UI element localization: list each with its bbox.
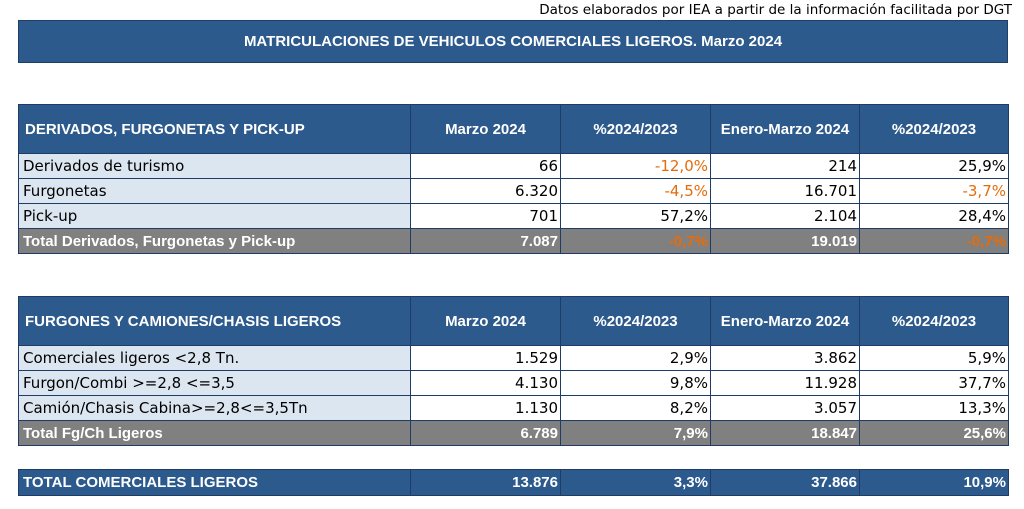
cell-month: 1.529 bbox=[410, 345, 561, 371]
cell-month-pct: -4,5% bbox=[560, 178, 711, 204]
cell-month: 66 bbox=[410, 153, 561, 179]
total-month-pct: -0,7% bbox=[560, 228, 711, 254]
column-header-month-pct: %2024/2023 bbox=[560, 296, 711, 346]
column-header-category: FURGONES Y CAMIONES/CHASIS LIGEROS bbox=[18, 296, 411, 346]
cell-month-pct: 8,2% bbox=[560, 395, 711, 421]
source-note: Datos elaborados por IEA a partir de la … bbox=[539, 2, 1012, 18]
cell-ytd: 2.104 bbox=[710, 203, 860, 229]
cell-ytd: 16.701 bbox=[710, 178, 860, 204]
total-label: Total Derivados, Furgonetas y Pick-up bbox=[18, 228, 411, 254]
total-ytd: 19.019 bbox=[710, 228, 860, 254]
table-row: Camión/Chasis Cabina>=2,8<=3,5Tn 1.130 8… bbox=[18, 395, 1009, 421]
row-label: Derivados de turismo bbox=[18, 153, 411, 179]
total-label: Total Fg/Ch Ligeros bbox=[18, 420, 411, 446]
table-row: Pick-up 701 57,2% 2.104 28,4% bbox=[18, 203, 1009, 229]
table-row: Derivados de turismo 66 -12,0% 214 25,9% bbox=[18, 153, 1009, 179]
cell-ytd-pct: 13,3% bbox=[859, 395, 1009, 421]
row-label: Comerciales ligeros <2,8 Tn. bbox=[18, 345, 411, 371]
grand-total-table: TOTAL COMERCIALES LIGEROS 13.876 3,3% 37… bbox=[18, 469, 1009, 496]
cell-ytd-pct: 25,9% bbox=[859, 153, 1009, 179]
total-ytd-pct: 25,6% bbox=[859, 420, 1009, 446]
cell-ytd: 3.057 bbox=[710, 395, 860, 421]
cell-month: 1.130 bbox=[410, 395, 561, 421]
table-header-row: DERIVADOS, FURGONETAS Y PICK-UP Marzo 20… bbox=[18, 104, 1009, 154]
column-header-ytd: Enero-Marzo 2024 bbox=[710, 104, 860, 154]
column-header-month: Marzo 2024 bbox=[410, 296, 561, 346]
table-row: Comerciales ligeros <2,8 Tn. 1.529 2,9% … bbox=[18, 345, 1009, 371]
cell-ytd: 11.928 bbox=[710, 370, 860, 396]
column-header-ytd: Enero-Marzo 2024 bbox=[710, 296, 860, 346]
table-row: Furgon/Combi >=2,8 <=3,5 4.130 9,8% 11.9… bbox=[18, 370, 1009, 396]
cell-month: 6.320 bbox=[410, 178, 561, 204]
cell-ytd-pct: 5,9% bbox=[859, 345, 1009, 371]
cell-ytd-pct: 37,7% bbox=[859, 370, 1009, 396]
table-row: Furgonetas 6.320 -4,5% 16.701 -3,7% bbox=[18, 178, 1009, 204]
grand-total-month-pct: 3,3% bbox=[560, 469, 711, 496]
grand-total-month: 13.876 bbox=[410, 469, 561, 496]
row-label: Furgonetas bbox=[18, 178, 411, 204]
column-header-ytd-pct: %2024/2023 bbox=[859, 296, 1009, 346]
total-month-pct: 7,9% bbox=[560, 420, 711, 446]
cell-month-pct: -12,0% bbox=[560, 153, 711, 179]
column-header-category: DERIVADOS, FURGONETAS Y PICK-UP bbox=[18, 104, 411, 154]
furgones-table: FURGONES Y CAMIONES/CHASIS LIGEROS Marzo… bbox=[18, 296, 1009, 446]
cell-month-pct: 57,2% bbox=[560, 203, 711, 229]
cell-ytd: 214 bbox=[710, 153, 860, 179]
cell-month: 4.130 bbox=[410, 370, 561, 396]
cell-month: 701 bbox=[410, 203, 561, 229]
cell-month-pct: 2,9% bbox=[560, 345, 711, 371]
total-ytd: 18.847 bbox=[710, 420, 860, 446]
column-header-ytd-pct: %2024/2023 bbox=[859, 104, 1009, 154]
column-header-month: Marzo 2024 bbox=[410, 104, 561, 154]
grand-total-ytd: 37.866 bbox=[710, 469, 860, 496]
cell-ytd-pct: -3,7% bbox=[859, 178, 1009, 204]
total-ytd-pct: -0,7% bbox=[859, 228, 1009, 254]
cell-ytd-pct: 28,4% bbox=[859, 203, 1009, 229]
report-title: MATRICULACIONES DE VEHICULOS COMERCIALES… bbox=[18, 20, 1008, 63]
row-label: Camión/Chasis Cabina>=2,8<=3,5Tn bbox=[18, 395, 411, 421]
grand-total-ytd-pct: 10,9% bbox=[859, 469, 1009, 496]
cell-month-pct: 9,8% bbox=[560, 370, 711, 396]
total-row: Total Fg/Ch Ligeros 6.789 7,9% 18.847 25… bbox=[18, 420, 1009, 446]
total-month: 7.087 bbox=[410, 228, 561, 254]
column-header-month-pct: %2024/2023 bbox=[560, 104, 711, 154]
total-row: Total Derivados, Furgonetas y Pick-up 7.… bbox=[18, 228, 1009, 254]
row-label: Furgon/Combi >=2,8 <=3,5 bbox=[18, 370, 411, 396]
total-month: 6.789 bbox=[410, 420, 561, 446]
grand-total-label: TOTAL COMERCIALES LIGEROS bbox=[18, 469, 411, 496]
derivados-table: DERIVADOS, FURGONETAS Y PICK-UP Marzo 20… bbox=[18, 104, 1009, 254]
table-header-row: FURGONES Y CAMIONES/CHASIS LIGEROS Marzo… bbox=[18, 296, 1009, 346]
grand-total-row: TOTAL COMERCIALES LIGEROS 13.876 3,3% 37… bbox=[18, 469, 1009, 496]
row-label: Pick-up bbox=[18, 203, 411, 229]
cell-ytd: 3.862 bbox=[710, 345, 860, 371]
